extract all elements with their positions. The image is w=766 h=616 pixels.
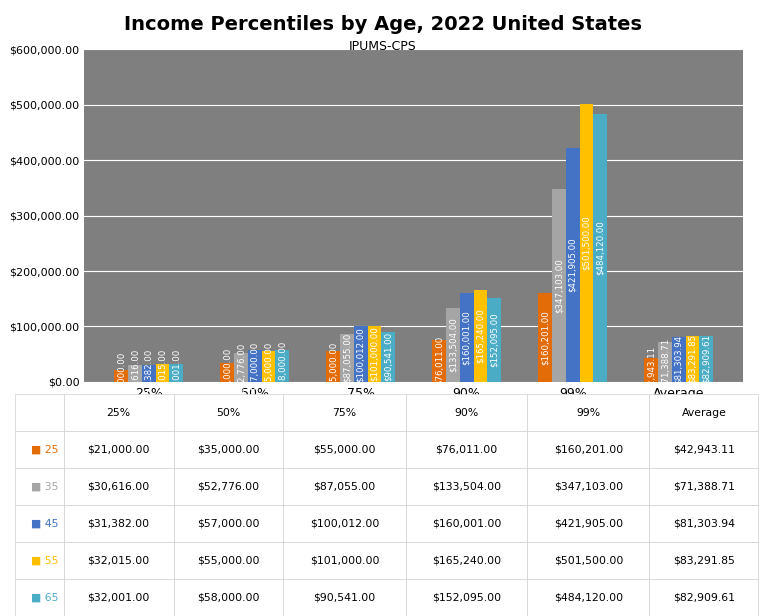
Text: $52,776.00: $52,776.00 xyxy=(237,342,245,392)
Text: $165,240.00: $165,240.00 xyxy=(476,309,485,363)
Text: $71,388.71: $71,388.71 xyxy=(660,338,669,387)
Bar xyxy=(142,365,155,382)
Bar xyxy=(155,364,169,382)
Bar xyxy=(381,332,395,382)
Text: $501,500.00: $501,500.00 xyxy=(582,216,591,270)
Bar xyxy=(672,337,686,382)
Bar xyxy=(234,353,247,382)
Text: $133,504.00: $133,504.00 xyxy=(448,317,457,372)
Text: $90,541.00: $90,541.00 xyxy=(384,332,393,381)
Text: $55,000.00: $55,000.00 xyxy=(329,342,338,391)
Text: IPUMS-CPS: IPUMS-CPS xyxy=(349,40,417,53)
Bar xyxy=(644,358,658,382)
Text: $101,000.00: $101,000.00 xyxy=(370,326,379,381)
Bar xyxy=(340,334,354,382)
Bar xyxy=(566,148,580,382)
Bar xyxy=(580,104,594,382)
Text: $152,095.00: $152,095.00 xyxy=(489,312,499,367)
Bar xyxy=(114,370,128,382)
Bar xyxy=(432,340,446,382)
Bar xyxy=(658,342,672,382)
Text: $100,012.00: $100,012.00 xyxy=(356,327,365,381)
Bar xyxy=(699,336,713,382)
Bar xyxy=(446,308,460,382)
Text: Income Percentiles by Age, 2022 United States: Income Percentiles by Age, 2022 United S… xyxy=(124,15,642,34)
Bar xyxy=(169,364,183,382)
Bar xyxy=(275,350,289,382)
Text: $35,000.00: $35,000.00 xyxy=(223,347,231,397)
Text: $76,011.00: $76,011.00 xyxy=(434,336,444,386)
Bar xyxy=(368,326,381,382)
Bar xyxy=(594,113,607,382)
Bar xyxy=(473,290,487,382)
Text: $32,015.00: $32,015.00 xyxy=(158,349,167,398)
Text: $347,103.00: $347,103.00 xyxy=(555,258,563,313)
Text: $58,000.00: $58,000.00 xyxy=(278,341,286,391)
Text: $160,201.00: $160,201.00 xyxy=(541,310,549,365)
Text: $82,909.61: $82,909.61 xyxy=(702,334,711,383)
Text: $83,291.85: $83,291.85 xyxy=(688,334,697,383)
Text: $57,000.00: $57,000.00 xyxy=(250,341,259,391)
Text: $81,303.94: $81,303.94 xyxy=(674,335,683,384)
Text: $160,001.00: $160,001.00 xyxy=(462,310,471,365)
Text: $32,001.00: $32,001.00 xyxy=(172,349,181,398)
Text: $55,000.00: $55,000.00 xyxy=(264,342,273,391)
Text: $30,616.00: $30,616.00 xyxy=(130,349,139,398)
Text: $87,055.00: $87,055.00 xyxy=(342,333,352,383)
Text: $21,000.00: $21,000.00 xyxy=(116,352,126,401)
Bar xyxy=(487,298,501,382)
Text: $421,905.00: $421,905.00 xyxy=(568,238,577,292)
Bar xyxy=(128,365,142,382)
Bar xyxy=(261,351,275,382)
Text: $31,382.00: $31,382.00 xyxy=(144,349,153,398)
Bar xyxy=(460,293,473,382)
Text: $484,120.00: $484,120.00 xyxy=(596,221,604,275)
Bar xyxy=(247,351,261,382)
Bar xyxy=(686,336,699,382)
Text: $42,943.11: $42,943.11 xyxy=(647,346,656,395)
Bar xyxy=(538,293,552,382)
Bar xyxy=(354,326,368,382)
Bar xyxy=(220,362,234,382)
Bar xyxy=(326,351,340,382)
Bar xyxy=(552,190,566,382)
